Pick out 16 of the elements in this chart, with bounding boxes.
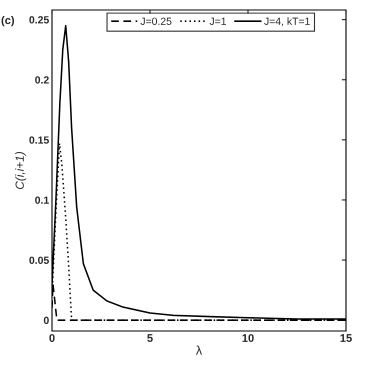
y-tick-label: 0.2	[35, 76, 49, 84]
y-tick-label: 0.05	[29, 256, 49, 264]
text: (c)	[2, 16, 14, 26]
x-tick-label: 15	[340, 334, 352, 342]
legend-label: J=0.25	[140, 18, 172, 25]
y-tick-label: 0.15	[29, 136, 49, 144]
y-tick-label: 0	[44, 316, 49, 324]
x-tick-label: 10	[242, 334, 254, 342]
y-tick-label: 0.25	[29, 16, 49, 24]
x-tick-label: 5	[147, 334, 153, 342]
y-axis-title: C(i,i+1)	[15, 152, 26, 190]
legend-label: J=1	[210, 18, 226, 25]
x-tick-label: 0	[49, 334, 55, 342]
y-tick-label: 0.1	[35, 196, 49, 204]
x-axis-title: λ	[196, 346, 202, 355]
legend-label: J=4, kT=1	[264, 17, 310, 26]
